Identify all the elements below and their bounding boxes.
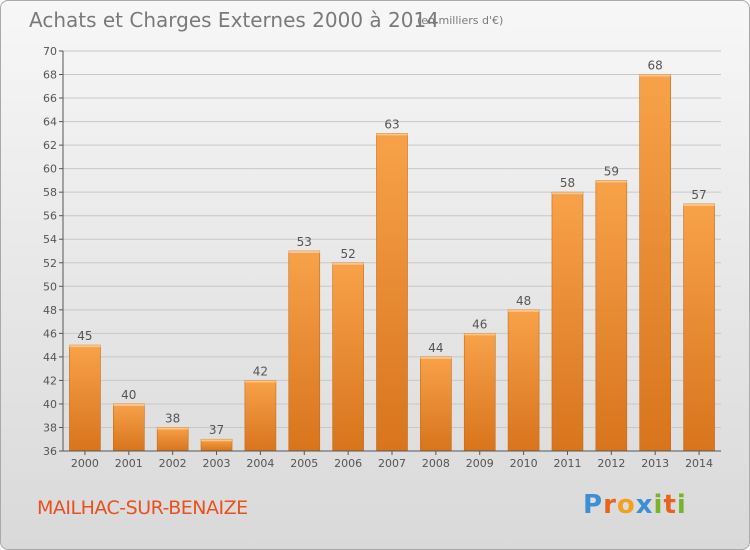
value-label: 44 bbox=[428, 341, 443, 355]
y-tick-label: 62 bbox=[43, 139, 57, 152]
value-label: 53 bbox=[297, 235, 312, 249]
y-tick-label: 66 bbox=[43, 92, 57, 105]
y-tick-label: 56 bbox=[43, 210, 57, 223]
bar bbox=[244, 380, 277, 452]
proxiti-logo[interactable]: Proxiti bbox=[583, 490, 687, 520]
x-tick-label: 2003 bbox=[203, 457, 231, 470]
y-tick-label: 48 bbox=[43, 304, 57, 317]
bar-highlight bbox=[69, 345, 101, 348]
x-tick-label: 2002 bbox=[159, 457, 187, 470]
logo-letter: t bbox=[663, 490, 677, 520]
y-tick-label: 64 bbox=[43, 116, 57, 129]
axes: 36 38 40 42 44 46 48 50 52 54 56 58 60 62 64 66 68 70 2000… bbox=[43, 45, 721, 470]
commune-name: MAILHAC-SUR-BENAIZE bbox=[37, 497, 248, 519]
logo-letter: i bbox=[676, 490, 687, 520]
value-label: 59 bbox=[604, 164, 619, 178]
bar-highlight bbox=[508, 309, 540, 312]
bar bbox=[463, 333, 496, 452]
bar-highlight bbox=[113, 403, 145, 406]
x-tick-label: 2006 bbox=[334, 457, 362, 470]
y-tick-label: 58 bbox=[43, 186, 57, 199]
value-label: 38 bbox=[165, 411, 180, 425]
value-label: 48 bbox=[516, 294, 531, 308]
value-label: 45 bbox=[77, 329, 92, 343]
x-tick-label: 2004 bbox=[246, 457, 274, 470]
bar bbox=[683, 203, 715, 452]
x-tick-label: 2013 bbox=[641, 457, 669, 470]
x-tick-label: 2009 bbox=[466, 457, 494, 470]
y-tick-label: 40 bbox=[43, 398, 57, 411]
y-tick-label: 46 bbox=[43, 327, 57, 340]
value-label: 40 bbox=[121, 388, 136, 402]
chart-title: Achats et Charges Externes 2000 à 2014 bbox=[29, 8, 439, 32]
logo-letter: P bbox=[583, 490, 604, 520]
bar bbox=[507, 309, 540, 452]
x-tick-label: 2001 bbox=[115, 457, 143, 470]
bar bbox=[156, 427, 189, 452]
bar bbox=[595, 180, 628, 452]
bar bbox=[69, 344, 101, 452]
y-tick-label: 36 bbox=[43, 445, 57, 458]
bar-highlight bbox=[464, 333, 496, 336]
bar bbox=[420, 356, 452, 452]
y-tick-label: 60 bbox=[43, 163, 57, 176]
bar-highlight bbox=[376, 133, 408, 136]
bar-highlight bbox=[595, 180, 627, 183]
logo-letter: i bbox=[653, 490, 664, 520]
bar bbox=[288, 250, 321, 452]
bar bbox=[113, 403, 145, 452]
chart-subtitle: (en milliers d'€) bbox=[417, 14, 504, 27]
bar-highlight bbox=[332, 262, 364, 265]
x-tick-label: 2011 bbox=[553, 457, 581, 470]
bar-highlight bbox=[244, 380, 276, 383]
value-label: 37 bbox=[209, 423, 224, 437]
y-tick-label: 54 bbox=[43, 233, 57, 246]
y-tick-label: 44 bbox=[43, 351, 57, 364]
x-tick-label: 2008 bbox=[422, 457, 450, 470]
y-tick-label: 50 bbox=[43, 280, 57, 293]
y-tick-label: 68 bbox=[43, 69, 57, 82]
bar-highlight bbox=[639, 74, 671, 77]
x-tick-label: 2014 bbox=[685, 457, 713, 470]
logo-letter: x bbox=[635, 490, 654, 520]
x-tick-label: 2005 bbox=[290, 457, 318, 470]
x-tick-label: 2010 bbox=[510, 457, 538, 470]
value-label: 68 bbox=[648, 59, 663, 73]
value-label: 63 bbox=[384, 117, 399, 131]
value-label: 52 bbox=[340, 247, 355, 261]
bar-highlight bbox=[551, 192, 583, 195]
bar bbox=[332, 262, 364, 452]
value-label: 42 bbox=[253, 364, 268, 378]
bar-highlight bbox=[683, 203, 715, 206]
bar bbox=[551, 191, 584, 452]
bar-highlight bbox=[201, 439, 233, 442]
bar bbox=[376, 133, 408, 452]
value-label: 57 bbox=[691, 188, 706, 202]
bars: 45 40 38 37 42 53 52 63 44 46 48 58 59 68 57 bbox=[69, 59, 715, 452]
value-label: 46 bbox=[472, 317, 487, 331]
bar-highlight bbox=[288, 251, 320, 253]
bar-highlight bbox=[420, 356, 452, 359]
y-tick-label: 42 bbox=[43, 374, 57, 387]
bar-highlight bbox=[157, 427, 189, 430]
logo-letter: o bbox=[616, 490, 636, 520]
x-tick-label: 2007 bbox=[378, 457, 406, 470]
value-label: 58 bbox=[560, 176, 575, 190]
x-tick-label: 2012 bbox=[597, 457, 625, 470]
y-tick-label: 70 bbox=[43, 45, 57, 58]
logo-letter: r bbox=[603, 490, 617, 520]
bar bbox=[639, 74, 672, 452]
y-tick-label: 52 bbox=[43, 257, 57, 270]
x-tick-label: 2000 bbox=[71, 457, 99, 470]
y-tick-label: 38 bbox=[43, 421, 57, 434]
